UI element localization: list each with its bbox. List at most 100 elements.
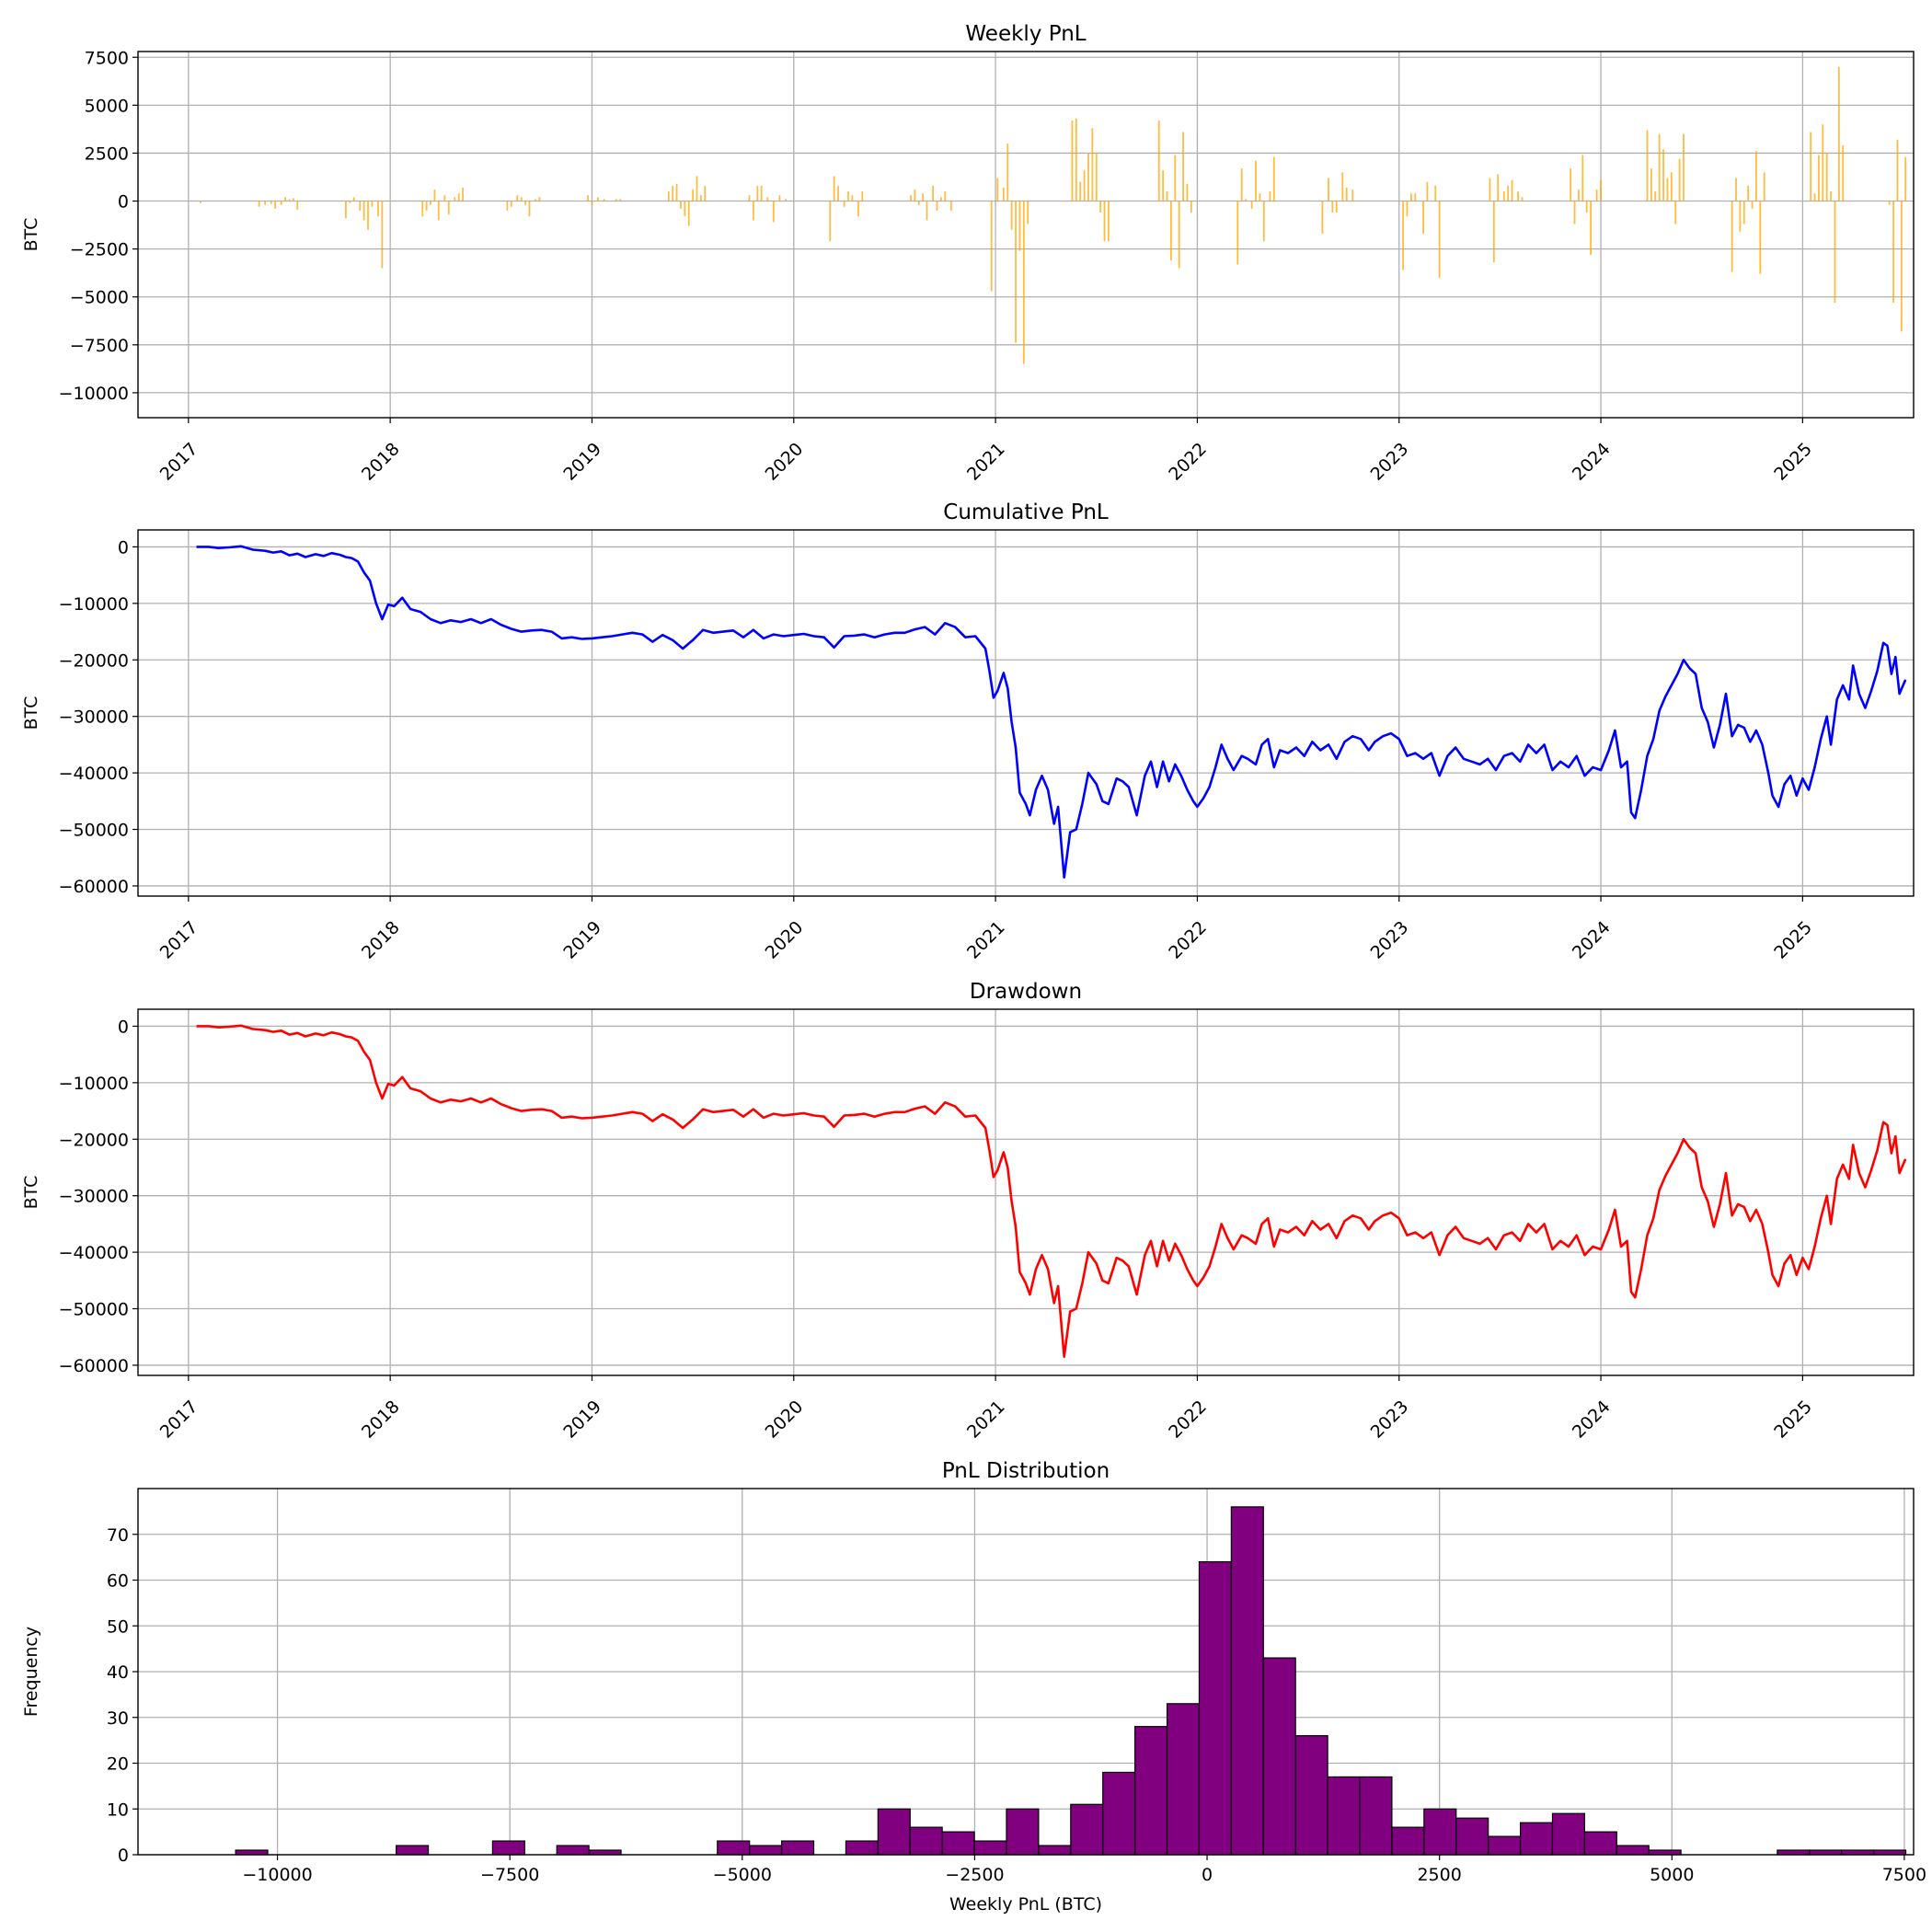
x-tick-label: 2025 — [1770, 1397, 1816, 1443]
pnl-bar — [1900, 201, 1903, 332]
y-axis-label: Frequency — [21, 1627, 41, 1717]
pnl-bar — [1904, 156, 1907, 201]
pnl-bar — [1662, 149, 1664, 201]
y-tick-label: 30 — [107, 1708, 129, 1729]
pnl-bar — [510, 201, 512, 207]
pnl-bar — [1658, 133, 1661, 201]
pnl-bar — [603, 199, 605, 201]
histogram-bar — [1294, 1735, 1328, 1856]
pnl-bar — [381, 201, 384, 269]
y-tick-label: 0 — [118, 1017, 129, 1037]
pnl-bar — [1502, 191, 1505, 201]
x-tick-label: 2020 — [762, 917, 808, 963]
pnl-bar — [1091, 128, 1094, 201]
pnl-bar — [696, 176, 698, 201]
y-tick-label: −20000 — [59, 650, 129, 671]
y-tick-label: −7500 — [70, 336, 129, 356]
axes-frame — [137, 51, 1915, 419]
x-tick-label: 2019 — [559, 439, 605, 485]
pnl-bar — [1075, 118, 1077, 201]
pnl-bar — [1600, 179, 1602, 201]
pnl-bar — [1095, 153, 1098, 201]
pnl-bar — [1650, 168, 1652, 201]
pnl-bar — [288, 199, 291, 201]
y-tick-label: −60000 — [59, 1356, 129, 1376]
pnl-bar — [1071, 121, 1074, 201]
axis-ticks: −10000 −7500 −5000 −2500 0 2500 5000 7500 0 10 20 3… — [107, 1525, 1926, 1885]
pnl-bar — [837, 185, 839, 201]
x-tick-label: 2024 — [1569, 439, 1615, 485]
pnl-bar — [1896, 139, 1899, 201]
series-line — [196, 545, 1907, 879]
pnl-bar — [667, 191, 670, 201]
pnl-bar — [1570, 168, 1572, 201]
histogram-bar — [1038, 1845, 1072, 1856]
pnl-bar — [1888, 201, 1891, 205]
axis-ticks: 2017 2018 2019 2020 2021 2022 2023 2024 2025 0 −10… — [59, 537, 1816, 962]
histogram-bar — [1423, 1808, 1457, 1856]
pnl-bar — [1521, 197, 1524, 201]
pnl-bar — [753, 201, 754, 221]
pnl-bar — [1674, 201, 1677, 224]
histogram-bar — [1230, 1506, 1264, 1856]
x-tick-label: 5000 — [1650, 1865, 1694, 1885]
pnl-bar — [1683, 133, 1685, 201]
x-tick-label: −2500 — [945, 1865, 1004, 1885]
y-tick-label: 10 — [107, 1800, 129, 1820]
histogram-bar — [1262, 1657, 1296, 1856]
pnl-bar — [1186, 183, 1189, 201]
pnl-bar — [1345, 187, 1348, 201]
pnl-bar — [990, 201, 993, 292]
pnl-bar — [1759, 201, 1762, 274]
pnl-bar — [1083, 170, 1086, 201]
y-tick-label: −30000 — [59, 707, 129, 728]
axis-ticks: 2017 2018 2019 2020 2021 2022 2023 2024 2025 0 −10… — [59, 1017, 1816, 1442]
x-tick-label: 2019 — [559, 917, 605, 963]
histogram-bar — [1841, 1849, 1875, 1856]
pnl-bar — [949, 201, 952, 211]
pnl-distribution-panel: PnL Distribution Frequency −10000 −7500 −500… — [21, 1459, 1926, 1915]
pnl-bar — [425, 201, 428, 211]
histogram-bar — [1873, 1849, 1907, 1856]
pnl-bar — [1174, 155, 1177, 201]
histogram-bar — [1777, 1849, 1811, 1856]
grid — [138, 1489, 1914, 1856]
pnl-bar — [1269, 191, 1271, 201]
pnl-bar — [1837, 66, 1840, 201]
pnl-bar — [1438, 201, 1441, 278]
cumulative-pnl-panel: Cumulative PnL BTC 2017 2018 2019 2020 2021 202… — [21, 500, 1915, 963]
pnl-bar — [1434, 185, 1437, 201]
y-axis-label: BTC — [21, 696, 41, 730]
x-tick-label: 2020 — [762, 439, 808, 485]
histogram-bar — [1455, 1817, 1489, 1856]
chart-title: Drawdown — [970, 980, 1082, 1004]
pnl-bar — [615, 199, 617, 201]
weekly-pnl-panel: Weekly PnL BTC 2017 2018 2019 2020 2021 2022 202… — [21, 22, 1915, 485]
x-tick-label: 2018 — [358, 1397, 404, 1443]
y-tick-label: 40 — [107, 1662, 129, 1683]
pnl-bar — [1892, 201, 1894, 303]
histogram-bar — [1070, 1803, 1104, 1856]
pnl-bar — [1402, 201, 1405, 270]
pnl-bar — [1166, 191, 1168, 201]
pnl-bar — [1834, 201, 1836, 303]
pnl-bar — [270, 201, 272, 204]
pnl-bar — [861, 191, 864, 201]
pnl-bar — [362, 201, 365, 221]
pnl-bar — [430, 201, 431, 205]
pnl-bar — [1170, 201, 1172, 261]
data-marks — [196, 1024, 1907, 1358]
x-tick-label: 2017 — [156, 439, 202, 485]
x-tick-label: 2023 — [1367, 1397, 1413, 1443]
histogram-bins — [235, 1506, 1907, 1856]
y-axis-label: BTC — [21, 1176, 41, 1210]
pnl-bar — [1328, 178, 1329, 201]
pnl-bar — [349, 201, 351, 203]
pnl-bar — [1739, 201, 1742, 232]
histogram-bar — [1198, 1560, 1232, 1856]
x-tick-label: 2018 — [358, 917, 404, 963]
x-tick-label: 2022 — [1165, 917, 1211, 963]
pnl-bar — [1581, 155, 1584, 201]
pnl-bar — [528, 201, 531, 217]
pnl-bar — [1818, 155, 1820, 201]
